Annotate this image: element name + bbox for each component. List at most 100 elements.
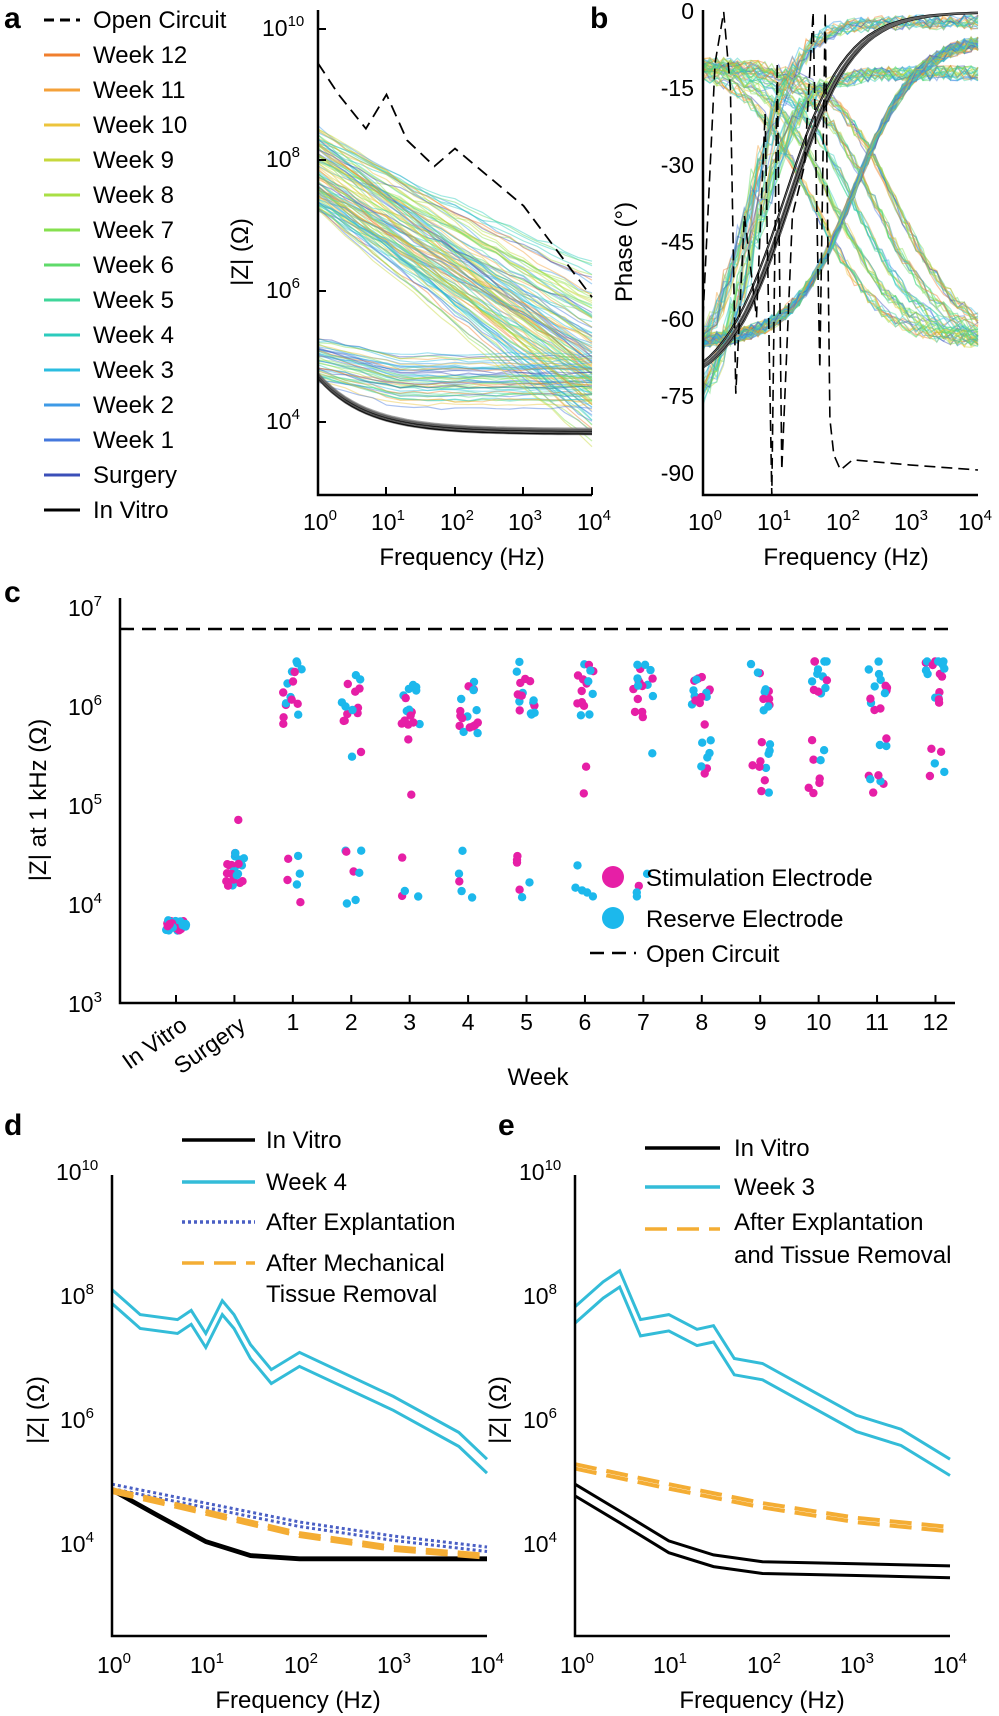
c-dot-reserve (337, 698, 347, 707)
c-dot-reserve (648, 749, 657, 758)
a-curve (317, 344, 592, 367)
panel-e: 1010 108 106 104 100 101 102 103 104 Fre… (485, 1135, 967, 1714)
b-curve (702, 13, 979, 346)
a-curve (317, 185, 593, 413)
a-curve (317, 157, 593, 372)
a-curve (317, 355, 593, 380)
a-curve (317, 203, 593, 375)
a-curve (317, 355, 593, 372)
b-curve (702, 38, 979, 349)
c-dot-reserve (292, 880, 302, 889)
a-curve (317, 156, 593, 307)
a-curve (317, 381, 593, 411)
legend-a-label-0: Open Circuit (93, 7, 227, 34)
e-ytick-6: 106 (523, 1405, 557, 1433)
b-curve (702, 68, 979, 346)
c-dot-reserve (529, 696, 538, 705)
c-dot-stim (638, 707, 647, 717)
a-curve (317, 161, 593, 318)
b-curve (702, 65, 979, 397)
b-curve (702, 37, 979, 346)
c-xtick-label-10: 9 (754, 1009, 767, 1035)
b-curve (702, 43, 979, 343)
c-dot-stim (581, 762, 591, 771)
b-curve (702, 40, 979, 346)
b-curve (702, 59, 979, 337)
b-curve (702, 36, 979, 347)
a-xtick-3: 103 (508, 507, 542, 535)
b-curve (703, 14, 979, 327)
b-curve (702, 43, 979, 346)
a-curve (317, 380, 593, 396)
b-xtick-0: 100 (688, 507, 722, 535)
legend-a-label-11: Week 2 (93, 392, 174, 419)
a-curve (317, 163, 593, 382)
b-curve (702, 57, 979, 321)
panel-e-lines (574, 1268, 951, 1580)
c-dot-stim (869, 788, 878, 797)
a-curve (317, 192, 593, 408)
a-curve (317, 125, 593, 317)
b-curve (702, 44, 979, 344)
b-curve (702, 37, 979, 342)
c-dot-stim (234, 859, 243, 869)
c-dot-reserve (454, 869, 464, 878)
c-dot-reserve (527, 710, 536, 719)
c-dot-stim (925, 771, 935, 781)
a-curve (317, 343, 593, 371)
a-curve (317, 207, 593, 416)
a-curve (317, 194, 593, 426)
c-dot-reserve (930, 759, 939, 768)
e-ylabel: |Z| (Ω) (485, 1376, 512, 1444)
c-legend-reserve: Reserve Electrode (646, 906, 843, 933)
c-dot-stim (293, 699, 302, 708)
a-curve (317, 145, 593, 309)
legend-a-label-2: Week 11 (93, 77, 186, 104)
b-curve (702, 63, 979, 342)
a-curve (317, 359, 593, 380)
panel-letter-c: c (4, 576, 21, 609)
a-curve (317, 191, 593, 329)
c-ytick-5: 105 (68, 791, 102, 819)
c-dot-stim (238, 877, 247, 886)
a-xlabel: Frequency (Hz) (379, 544, 544, 571)
c-ytick-7: 107 (68, 593, 102, 621)
c-dot-reserve (874, 657, 883, 666)
d-xlabel: Frequency (Hz) (215, 1687, 380, 1714)
b-curve (702, 35, 979, 343)
b-curve (702, 60, 979, 324)
c-dot-stim (700, 720, 709, 729)
e-legend-week3: Week 3 (734, 1174, 815, 1201)
c-xlabel: Week (508, 1064, 570, 1091)
b-xtick-3: 103 (894, 507, 928, 535)
panel-b-y-ticks: 0 -15 -30 -45 -60 -75 -90 (661, 0, 694, 486)
panel-a-lines (317, 62, 593, 448)
c-dot-stim (234, 815, 243, 825)
c-dot-reserve (816, 756, 825, 765)
d-ytick-6: 106 (60, 1405, 94, 1433)
e-xtick-1: 101 (653, 1650, 687, 1678)
a-curve (317, 148, 593, 337)
a-curve (317, 137, 593, 319)
c-dot-reserve (414, 892, 423, 901)
panel-c-y-ticks: 107 106 105 104 103 (68, 593, 102, 1017)
c-dot-stim (343, 679, 352, 689)
d-ytick-8: 108 (60, 1281, 94, 1309)
c-dot-stim (407, 790, 416, 799)
c-dot-reserve (231, 848, 240, 858)
c-dot-reserve (585, 710, 594, 719)
c-dot-reserve (822, 657, 831, 666)
a-curve (317, 147, 593, 360)
e-invitro-line (574, 1482, 951, 1568)
a-curve (317, 186, 593, 364)
b-curve (702, 44, 979, 345)
b-curve (702, 14, 979, 336)
a-curve (317, 155, 593, 343)
a-curve (317, 194, 593, 345)
a-curve (317, 338, 593, 363)
a-curve (317, 186, 593, 395)
b-curve (702, 41, 979, 349)
a-curve (317, 160, 593, 338)
b-curve (702, 64, 979, 389)
